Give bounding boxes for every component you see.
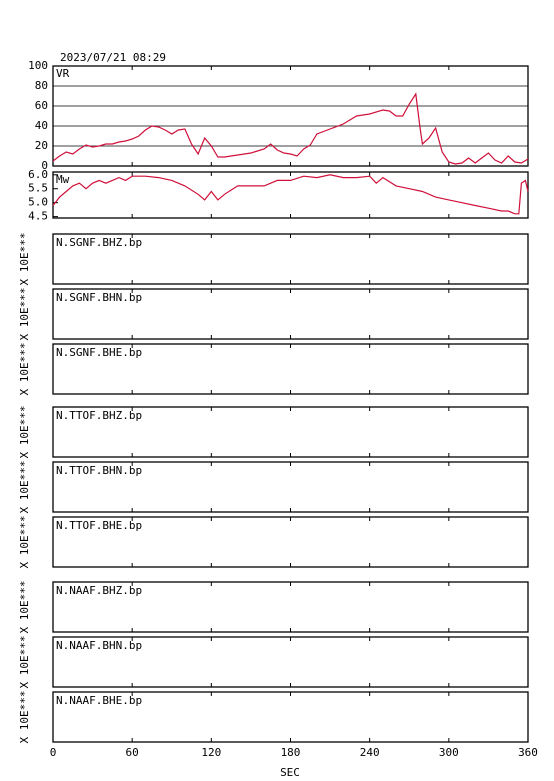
x-tick-label: 180	[281, 746, 301, 759]
x-tick-label: 0	[50, 746, 57, 759]
y-axis-label: X 10E***	[18, 581, 31, 634]
panel-label: N.NAAF.BHE.bp	[56, 694, 142, 707]
y-tick-label: 100	[28, 59, 48, 72]
y-tick-label: 4.5	[28, 210, 48, 223]
y-axis-label: X 10E***	[18, 636, 31, 689]
panel-label: N.NAAF.BHN.bp	[56, 639, 142, 652]
x-tick-label: 60	[126, 746, 139, 759]
panel-label: N.NAAF.BHZ.bp	[56, 584, 142, 597]
data-line	[52, 92, 529, 165]
y-axis-label: X 10E***	[18, 233, 31, 286]
x-axis-label: SEC	[280, 766, 300, 779]
panel-frame	[52, 171, 529, 219]
x-tick-label: 360	[518, 746, 538, 759]
panel-label: N.SGNF.BHN.bp	[56, 291, 142, 304]
chart-title: 2023/07/21 08:29	[60, 51, 166, 64]
y-tick-label: 0	[41, 159, 48, 172]
panel-label: N.SGNF.BHZ.bp	[56, 236, 142, 249]
panel-label: N.TTOF.BHN.bp	[56, 464, 142, 477]
panel-frame	[52, 65, 529, 167]
panel-label: Mw	[56, 173, 70, 186]
y-axis-label: X 10E***	[18, 516, 31, 569]
y-tick-label: 6.0	[28, 168, 48, 181]
data-line	[52, 174, 529, 215]
x-tick-label: 300	[439, 746, 459, 759]
y-tick-label: 60	[35, 99, 48, 112]
panel-label: VR	[56, 67, 70, 80]
y-axis-label: X 10E***	[18, 343, 31, 396]
x-tick-label: 240	[360, 746, 380, 759]
panel-label: N.TTOF.BHE.bp	[56, 519, 142, 532]
y-tick-label: 80	[35, 79, 48, 92]
panel-label: N.TTOF.BHZ.bp	[56, 409, 142, 422]
y-axis-label: X 10E***	[18, 288, 31, 341]
x-tick-label: 120	[201, 746, 221, 759]
y-tick-label: 20	[35, 139, 48, 152]
panel-label: N.SGNF.BHE.bp	[56, 346, 142, 359]
y-tick-label: 5.0	[28, 196, 48, 209]
y-tick-label: 5.5	[28, 182, 48, 195]
y-axis-label: X 10E***	[18, 406, 31, 459]
y-axis-label: X 10E***	[18, 461, 31, 514]
y-tick-label: 40	[35, 119, 48, 132]
y-axis-label: X 10E***	[18, 691, 31, 744]
